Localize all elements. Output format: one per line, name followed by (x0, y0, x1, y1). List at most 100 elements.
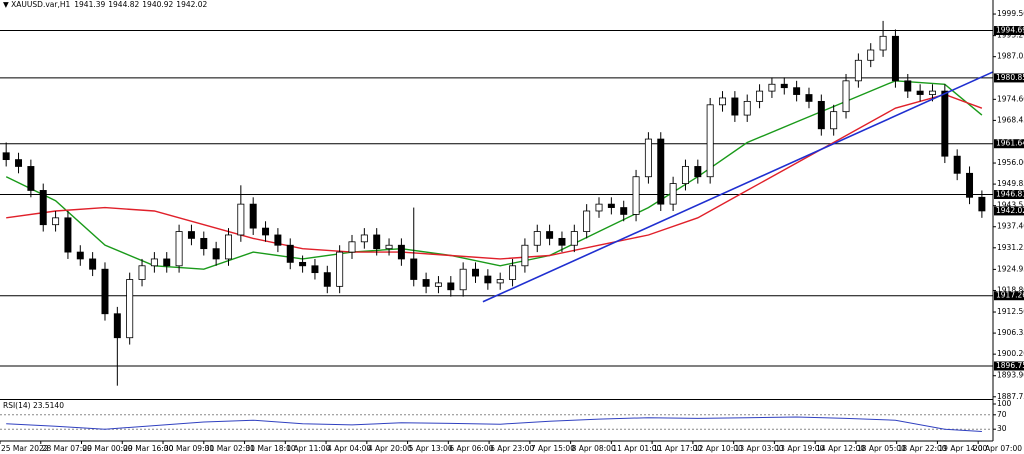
candle-body (756, 90, 764, 102)
y-tick-label: 1887.75 (997, 392, 1024, 401)
y-tick-label: 1987.05 (997, 52, 1024, 61)
candle-body (830, 111, 838, 130)
candle-body (743, 100, 751, 116)
level-label: 1994.69 (996, 26, 1024, 35)
candle-body (175, 231, 183, 267)
candle-body (496, 279, 504, 284)
x-tick-label: 31 Mar 18:00 (246, 444, 296, 453)
candle-body (941, 90, 949, 157)
x-tick-label: 13 Apr 03:00 (735, 444, 784, 453)
candle-body (583, 210, 591, 232)
candle-body (817, 100, 825, 130)
level-label: 1896.75 (996, 361, 1024, 370)
candle-body (360, 234, 368, 243)
chart-header: ▼ XAUUSD.var,H1 1941.39 1944.82 1940.92 1942… (3, 0, 208, 9)
level-label: 1961.64 (996, 139, 1024, 148)
candle-body (274, 234, 282, 246)
candle-body (978, 196, 986, 212)
candle-body (509, 265, 517, 280)
candle-body (212, 248, 220, 260)
header-high: 1944.82 (108, 0, 139, 9)
candle-body (533, 231, 541, 246)
candle-body (52, 217, 60, 226)
candle-body (163, 258, 171, 267)
candle-body (447, 282, 455, 291)
header-low: 1940.92 (142, 0, 173, 9)
rsi-title: RSI(14) 23.5140 (3, 401, 64, 410)
x-tick-label: 14 Apr 12:00 (816, 444, 865, 453)
candle-body (187, 231, 195, 239)
candle-body (434, 282, 442, 287)
x-tick-label: 30 Mar 09:00 (164, 444, 214, 453)
candle-body (484, 275, 492, 284)
x-tick-label: 29 Mar 16:00 (123, 444, 173, 453)
candle-body (891, 35, 899, 82)
x-tick-label: 12 Apr 10:00 (694, 444, 743, 453)
candle-body (410, 258, 418, 280)
candle-body (607, 203, 615, 208)
candle-body (793, 87, 801, 95)
candle-body (64, 217, 72, 253)
x-tick-label: 5 Apr 13:00 (409, 444, 453, 453)
candle-body (842, 80, 850, 113)
y-tick-label: 1912.50 (997, 307, 1024, 316)
y-tick-label: 1906.35 (997, 328, 1024, 337)
y-tick-label: 1924.95 (997, 264, 1024, 273)
y-tick-label: 1893.90 (997, 371, 1024, 380)
candle-body (39, 190, 47, 226)
candle-body (879, 35, 887, 51)
candle-body (657, 138, 665, 205)
y-tick-label: 70 (997, 410, 1007, 419)
candle-body (620, 207, 628, 215)
candle-body (472, 268, 479, 277)
y-tick-label: 1918.80 (997, 285, 1024, 294)
level-label-box (994, 291, 1024, 301)
last-price-box (994, 206, 1024, 216)
candle-body (966, 172, 974, 198)
y-tick-label: 30 (997, 424, 1007, 433)
x-tick-label: 20 Apr 07:00 (973, 444, 1022, 453)
x-tick-label: 11 Apr 17:00 (653, 444, 702, 453)
candle-body (397, 244, 405, 260)
candle-body (15, 159, 23, 167)
x-tick-label: 19 Apr 14:00 (938, 444, 987, 453)
candle-body (916, 90, 924, 95)
x-tick-label: 18 Apr 05:00 (857, 444, 906, 453)
level-label: 1980.85 (996, 73, 1024, 82)
level-label-box (994, 26, 1024, 36)
candle-body (595, 203, 603, 212)
moving-average (5, 80, 983, 270)
candle-body (76, 251, 84, 260)
candle-body (385, 244, 393, 250)
candle-body (150, 258, 158, 267)
candle-body (286, 244, 294, 263)
candle-body (138, 265, 146, 280)
candle-body (348, 241, 356, 253)
candle-body (780, 83, 788, 89)
candle-body (731, 97, 739, 116)
candle-body (669, 183, 677, 205)
x-tick-label: 18 Apr 22:00 (898, 444, 947, 453)
x-tick-label: 28 Mar 07:00 (42, 444, 92, 453)
y-tick-label: 1993.20 (997, 31, 1024, 40)
x-tick-label: 4 Apr 04:00 (327, 444, 371, 453)
y-tick-label: 1968.45 (997, 115, 1024, 124)
candle-body (706, 104, 714, 178)
candle-body (113, 313, 121, 339)
y-tick-label: 1999.50 (997, 9, 1024, 18)
x-tick-label: 6 Apr 23:00 (490, 444, 534, 453)
y-tick-label: 1937.40 (997, 222, 1024, 231)
candle-body (373, 234, 381, 250)
x-tick-label: 25 Mar 2022 (1, 444, 49, 453)
x-tick-label: 8 Apr 08:00 (572, 444, 616, 453)
candle-body (681, 166, 689, 184)
candle-body (546, 231, 554, 239)
candle-body (200, 237, 208, 250)
header-close: 1942.02 (176, 0, 207, 9)
level-label-box (994, 139, 1024, 149)
candle-body (311, 265, 319, 274)
candle-body (768, 83, 776, 92)
candle-body (459, 268, 467, 291)
candle-body (422, 279, 430, 287)
